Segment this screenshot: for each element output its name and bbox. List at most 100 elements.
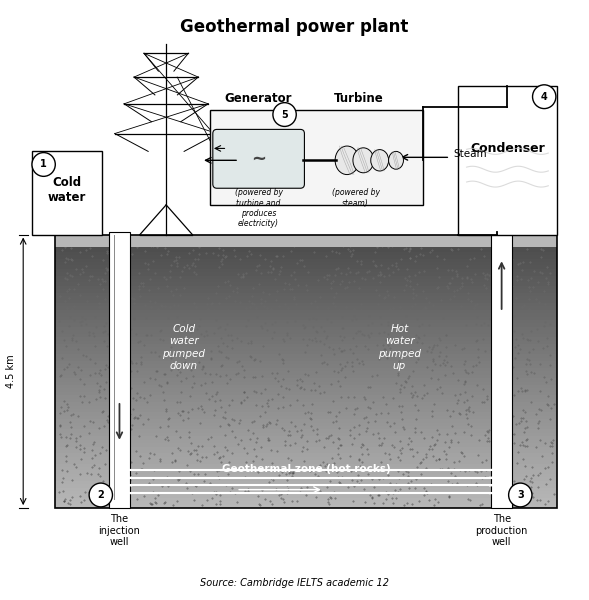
Bar [55, 382, 557, 385]
Bar [55, 392, 557, 395]
Text: ~: ~ [251, 150, 266, 168]
Bar [55, 433, 557, 436]
Text: 1: 1 [40, 160, 47, 169]
Text: Generator: Generator [224, 92, 292, 105]
Bar [55, 491, 557, 494]
Bar [55, 303, 557, 307]
Bar [55, 344, 557, 347]
Bar [55, 341, 557, 344]
Bar [55, 331, 557, 334]
Bar [55, 248, 557, 252]
Ellipse shape [389, 151, 403, 169]
Bar [55, 313, 557, 317]
Bar [55, 446, 557, 450]
Bar [55, 265, 557, 269]
Bar [55, 501, 557, 505]
Bar [55, 371, 557, 375]
Text: The
production
well: The production well [475, 514, 528, 547]
FancyBboxPatch shape [213, 130, 305, 188]
Bar [55, 351, 557, 354]
Circle shape [532, 85, 556, 109]
Bar [55, 402, 557, 406]
Text: 4.5 km: 4.5 km [6, 355, 16, 388]
Bar [55, 395, 557, 398]
Bar [55, 481, 557, 484]
Bar [109, 232, 130, 508]
Bar [55, 436, 557, 440]
Bar [55, 235, 557, 238]
Bar [55, 252, 557, 255]
Circle shape [509, 483, 532, 507]
Ellipse shape [353, 148, 374, 173]
Bar [55, 320, 557, 323]
Bar [55, 388, 557, 392]
Text: Condenser: Condenser [470, 142, 545, 155]
Bar [210, 110, 423, 205]
Text: Cold
water
pumped
down: Cold water pumped down [162, 324, 205, 371]
Bar [55, 245, 557, 248]
Bar [55, 443, 557, 446]
Bar [55, 259, 557, 262]
Bar [55, 286, 557, 289]
Bar [55, 422, 557, 426]
Bar [55, 409, 557, 412]
Bar [55, 293, 557, 296]
Bar [55, 450, 557, 454]
Bar [55, 327, 557, 331]
Text: The
injection
well: The injection well [98, 514, 140, 547]
Circle shape [89, 483, 112, 507]
Bar [55, 398, 557, 402]
Bar [55, 416, 557, 419]
Bar [55, 440, 557, 443]
Bar [55, 430, 557, 433]
Bar [55, 477, 557, 481]
Bar [55, 337, 557, 341]
Bar [55, 269, 557, 272]
Bar [55, 317, 557, 320]
Bar [55, 279, 557, 283]
Bar [55, 494, 557, 498]
Text: 4: 4 [541, 92, 548, 102]
Bar [55, 289, 557, 293]
Bar [55, 299, 557, 303]
Bar [55, 323, 557, 327]
Text: Cold
water: Cold water [48, 176, 86, 204]
Text: (powered by
turbine and
produces
electricity): (powered by turbine and produces electri… [234, 188, 283, 229]
Bar [55, 378, 557, 382]
Bar [55, 334, 557, 337]
Bar [55, 368, 557, 371]
Bar [55, 310, 557, 313]
Bar [491, 232, 512, 508]
Bar [55, 484, 557, 488]
Bar [32, 151, 102, 235]
Bar [55, 470, 557, 474]
Bar [55, 358, 557, 361]
Bar [55, 235, 557, 247]
Bar [55, 460, 557, 464]
Bar [55, 419, 557, 422]
Bar [55, 474, 557, 477]
Bar [55, 457, 557, 460]
Bar [55, 354, 557, 358]
Bar [55, 505, 557, 508]
Text: Turbine: Turbine [334, 92, 383, 105]
Circle shape [273, 103, 296, 127]
Bar [55, 406, 557, 409]
Ellipse shape [370, 149, 389, 171]
Bar [55, 307, 557, 310]
Bar [55, 364, 557, 368]
Bar [55, 275, 557, 279]
Ellipse shape [335, 146, 359, 175]
Bar [55, 412, 557, 416]
Bar [55, 454, 557, 457]
Bar [55, 283, 557, 286]
Text: Source: Cambridge IELTS academic 12: Source: Cambridge IELTS academic 12 [200, 578, 389, 589]
Text: Steam: Steam [453, 149, 487, 160]
Bar [55, 385, 557, 388]
Bar [55, 296, 557, 299]
Bar [55, 426, 557, 430]
Bar [55, 235, 557, 508]
Text: Geothermal zone (hot rocks): Geothermal zone (hot rocks) [222, 464, 391, 475]
Text: 2: 2 [97, 490, 104, 500]
Bar [55, 255, 557, 259]
